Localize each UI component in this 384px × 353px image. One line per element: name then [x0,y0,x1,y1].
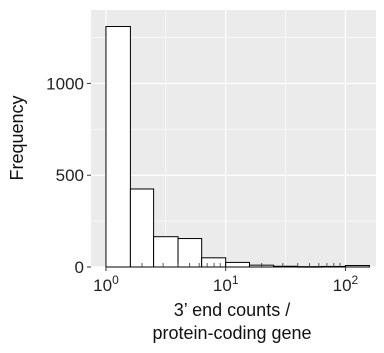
y-tick-label: 1000 [46,74,84,93]
histogram-bar [201,257,227,268]
x-tick-label: 102 [333,273,359,295]
histogram-bars [105,26,370,268]
y-tick-label: 500 [56,166,84,185]
histogram-bar [177,238,203,268]
y-axis-title: Frequency [7,95,27,180]
y-axis-ticks: 0 500 1000 [46,74,91,277]
histogram-bar [225,261,250,268]
y-tick-label: 0 [75,258,84,277]
histogram-bar [153,236,179,268]
histogram-bar [129,188,155,268]
x-axis-minor-ticks [141,263,341,267]
histogram-bar [344,265,370,268]
x-axis-ticks: 100 101 102 [93,267,359,295]
histogram-bar [105,26,131,268]
x-tick-label: 100 [93,273,119,295]
x-tick-label: 101 [213,273,239,295]
histogram-bar [273,265,299,268]
x-axis-title-line-1: 3’ end counts / [174,300,290,320]
x-axis-title-line-2: protein-coding gene [152,323,311,343]
